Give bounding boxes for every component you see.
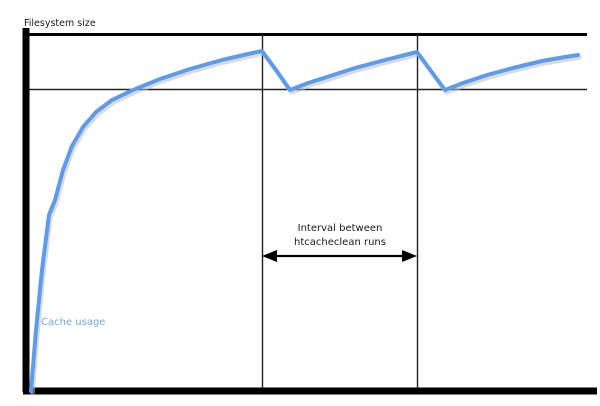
interval-arrow-head-left [262, 250, 277, 262]
interval-arrow [262, 250, 417, 262]
interval-annotation-line1: Interval between [298, 223, 383, 234]
cache-usage-curve [29, 49, 580, 393]
interval-arrow-head-right [402, 250, 417, 262]
y-axis-title: Filesystem size [24, 18, 96, 29]
interval-annotation-line2: htcacheclean runs [294, 237, 386, 248]
series-label-cache-usage: Cache usage [41, 317, 105, 328]
